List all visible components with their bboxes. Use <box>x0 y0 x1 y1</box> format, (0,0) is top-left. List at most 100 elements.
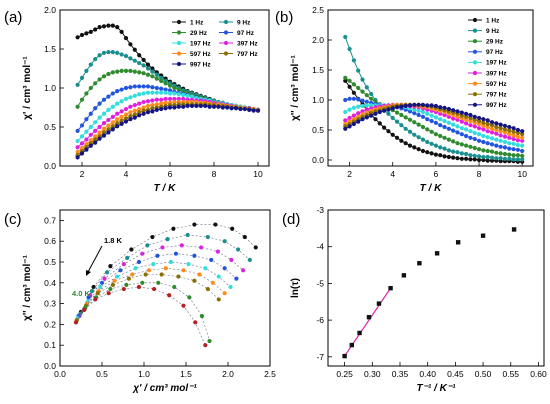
data-point-a <box>110 124 115 129</box>
data-point-c <box>247 257 252 263</box>
data-point-b <box>429 118 434 124</box>
data-point-a <box>115 124 120 129</box>
data-point-c <box>209 257 214 263</box>
data-point-b <box>472 130 477 136</box>
data-point-b <box>416 147 421 152</box>
data-point-c <box>108 264 113 269</box>
data-point-c <box>121 286 126 292</box>
data-point-a <box>141 57 146 63</box>
data-point-b <box>438 145 443 150</box>
data-point-b <box>464 111 469 116</box>
data-point-b <box>438 123 443 128</box>
data-point-a <box>128 113 133 119</box>
data-point-b <box>351 82 356 87</box>
data-point-a <box>159 75 164 80</box>
data-point-a <box>106 123 111 128</box>
data-point-d <box>376 301 382 306</box>
data-point-b <box>476 157 482 163</box>
data-point-c <box>140 280 145 285</box>
data-point-b <box>446 154 451 160</box>
legend-label-b: 397 Hz <box>486 70 507 77</box>
data-point-a <box>128 117 133 122</box>
data-point-b <box>511 141 516 146</box>
data-point-d <box>417 261 422 266</box>
legend-marker-a <box>176 61 182 67</box>
data-point-b <box>347 96 352 101</box>
data-point-a <box>141 99 146 105</box>
data-point-b <box>351 105 356 110</box>
data-point-b <box>446 148 451 153</box>
data-point-b <box>343 109 348 115</box>
data-point-b <box>407 103 413 108</box>
data-point-b <box>446 126 451 131</box>
data-point-b <box>511 153 516 158</box>
y-axis-title-c: χ'' / cm³ mol⁻¹ <box>22 254 33 320</box>
data-point-a <box>119 68 124 73</box>
data-point-a <box>84 117 89 122</box>
data-point-c <box>102 276 107 281</box>
panel-label-d: (d) <box>282 211 300 228</box>
data-point-b <box>464 143 469 148</box>
x-tick-label-b: 8 <box>477 169 482 179</box>
data-point-b <box>468 144 473 149</box>
data-point-c <box>203 266 208 271</box>
data-point-a <box>93 140 98 145</box>
data-point-b <box>502 123 508 128</box>
data-point-a <box>79 151 85 156</box>
data-point-c <box>197 272 202 277</box>
data-point-b <box>364 93 369 98</box>
data-point-a <box>150 69 155 74</box>
x-tick-label-b: 10 <box>517 169 527 179</box>
data-point-b <box>399 104 404 109</box>
data-point-b <box>425 150 430 155</box>
data-point-a <box>233 106 239 111</box>
data-point-b <box>343 97 348 103</box>
data-point-a <box>106 23 111 28</box>
data-point-a <box>101 97 107 102</box>
data-point-b <box>425 111 430 116</box>
data-point-b <box>476 115 482 121</box>
data-point-a <box>123 35 129 41</box>
data-point-b <box>507 128 512 133</box>
legend-marker-b <box>472 81 478 86</box>
data-point-a <box>97 136 102 141</box>
legend-label-a: 997 Hz <box>190 61 211 68</box>
data-point-b <box>394 135 400 140</box>
data-point-b <box>429 129 434 134</box>
y-tick-label-c: 0.6 <box>44 236 56 246</box>
data-point-a <box>79 134 85 139</box>
data-point-a <box>159 86 164 91</box>
data-point-b <box>468 129 473 134</box>
x-tick-label-b: 6 <box>434 169 439 179</box>
data-point-b <box>472 136 477 142</box>
data-point-b <box>412 132 417 137</box>
data-point-b <box>377 121 382 126</box>
data-point-c <box>192 222 197 227</box>
data-point-b <box>438 133 443 139</box>
data-point-a <box>150 109 155 114</box>
data-point-b <box>356 97 361 102</box>
data-point-b <box>347 78 352 83</box>
data-point-a <box>132 58 137 63</box>
data-point-c <box>160 245 165 250</box>
data-point-b <box>455 130 460 135</box>
data-point-c <box>82 307 87 312</box>
data-point-b <box>459 119 464 124</box>
data-point-b <box>412 120 417 125</box>
data-point-b <box>520 132 525 137</box>
data-point-a <box>106 107 111 112</box>
data-point-d <box>480 233 486 238</box>
data-point-b <box>476 132 482 137</box>
legend-marker-a <box>223 30 229 35</box>
data-point-b <box>433 143 438 148</box>
data-point-b <box>364 99 369 104</box>
data-point-b <box>442 135 447 140</box>
data-point-a <box>154 76 159 81</box>
data-point-a <box>167 91 173 96</box>
data-point-a <box>101 24 107 29</box>
data-point-b <box>373 117 378 122</box>
data-point-b <box>502 130 508 135</box>
data-point-c <box>253 245 258 250</box>
data-point-b <box>351 121 356 127</box>
data-point-a <box>137 101 142 106</box>
